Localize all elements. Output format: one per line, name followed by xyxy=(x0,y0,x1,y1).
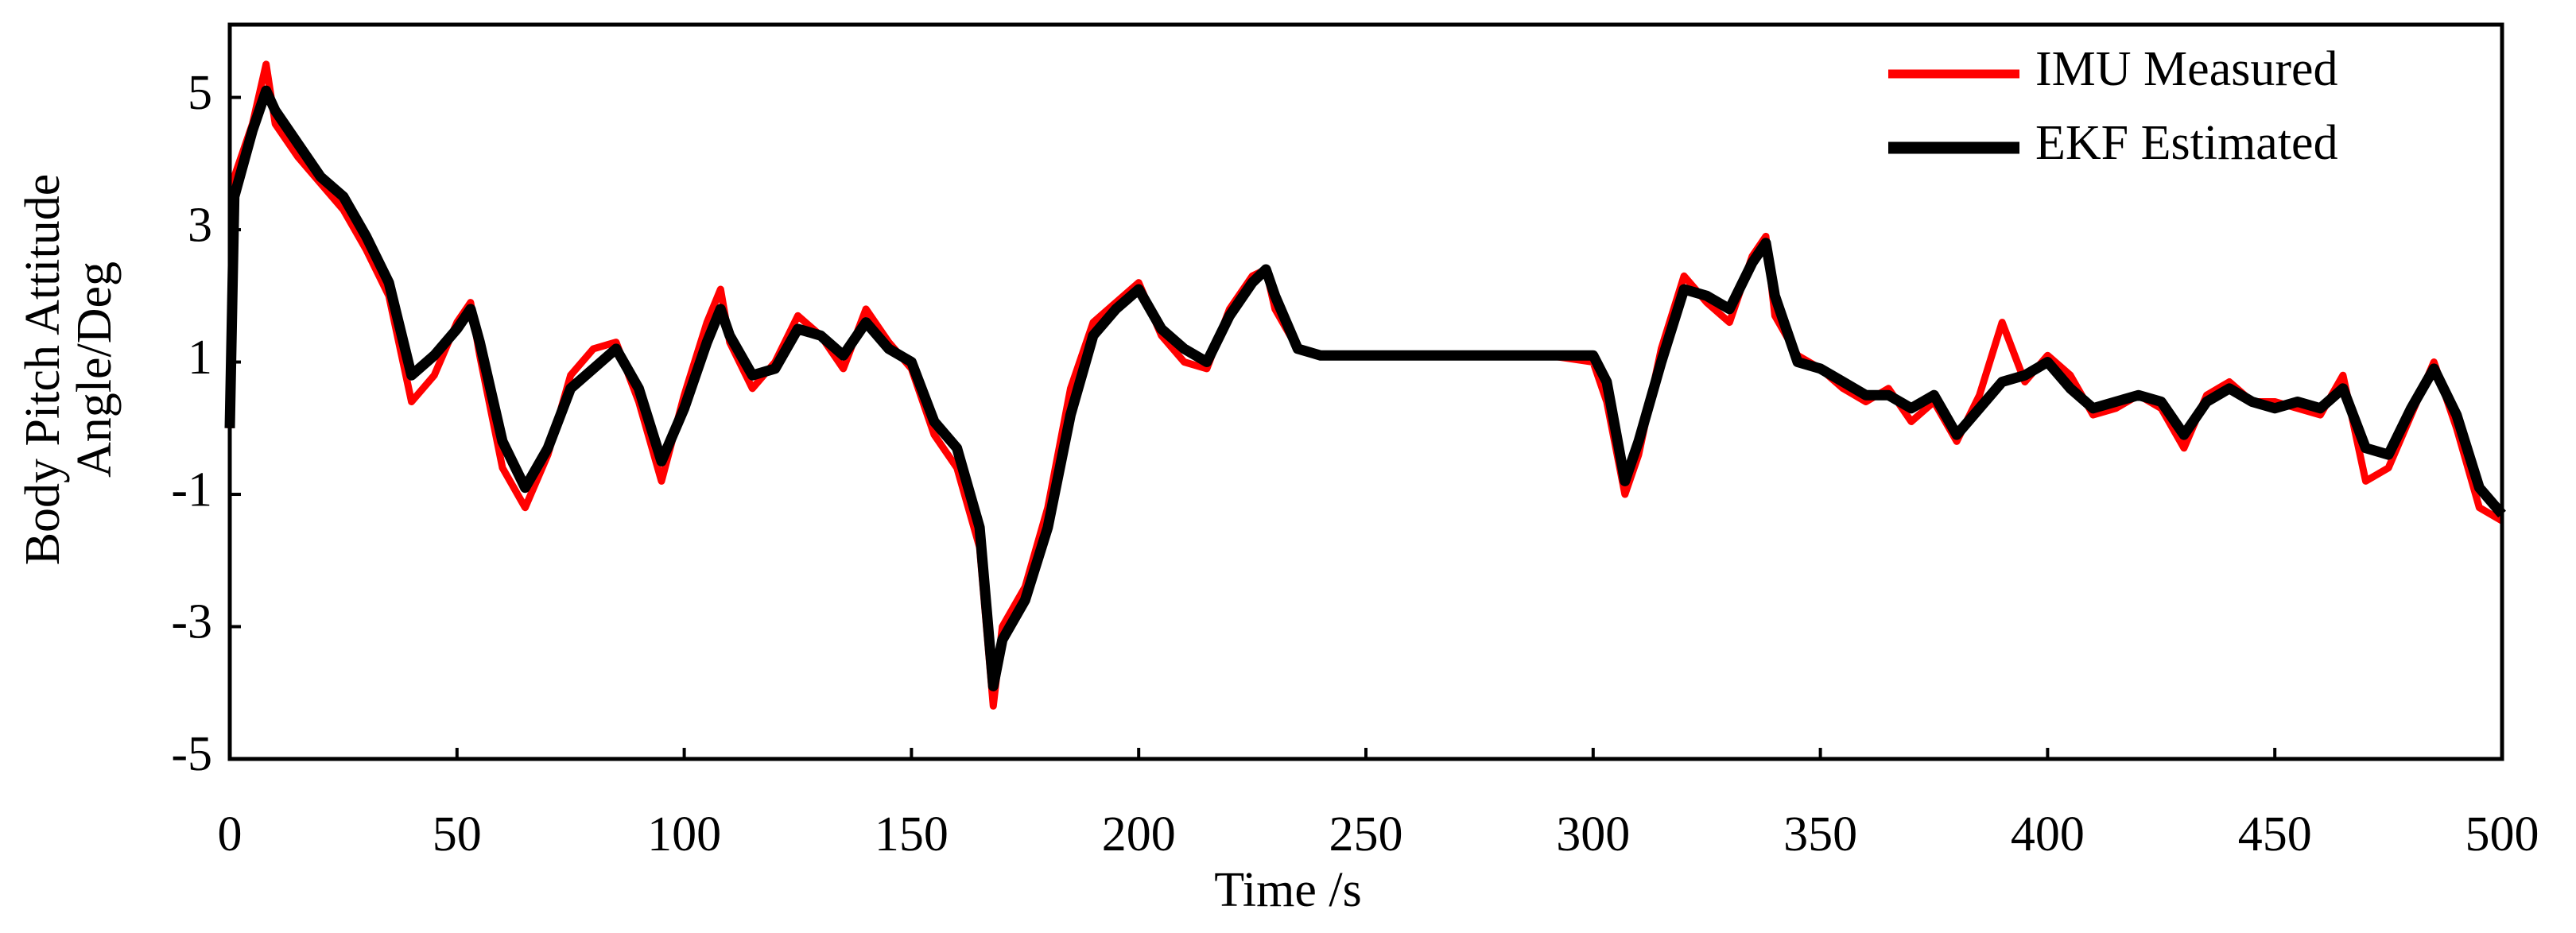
legend-label: IMU Measured xyxy=(2035,42,2338,96)
x-tick-label: 300 xyxy=(1556,807,1630,861)
x-tick-label: 500 xyxy=(2465,807,2539,861)
data-line xyxy=(224,85,2506,691)
x-tick-label: 50 xyxy=(433,807,482,861)
y-tick-label: -1 xyxy=(171,463,212,517)
y-tick-label: -5 xyxy=(171,727,212,781)
x-tick-label: 250 xyxy=(1329,807,1403,861)
y-tick-label: 1 xyxy=(188,331,212,385)
x-axis-label: Time /s xyxy=(1214,863,1362,917)
x-tick-label: 400 xyxy=(2011,807,2085,861)
x-tick-label: 200 xyxy=(1102,807,1176,861)
x-tick-label: 350 xyxy=(1783,807,1857,861)
legend-label: EKF Estimated xyxy=(2035,116,2338,170)
x-tick-label: 0 xyxy=(218,807,242,861)
y-tick-label: -3 xyxy=(171,595,212,649)
y-tick-label: 3 xyxy=(188,198,212,252)
y-axis-label: Angle/Deg xyxy=(68,261,122,478)
x-tick-label: 150 xyxy=(875,807,949,861)
x-tick-label: 450 xyxy=(2238,807,2312,861)
y-tick-label: 5 xyxy=(188,66,212,120)
x-tick-label: 100 xyxy=(647,807,721,861)
plot-frame xyxy=(227,22,2504,761)
y-axis-label: Body Pitch Attitude xyxy=(16,174,70,566)
